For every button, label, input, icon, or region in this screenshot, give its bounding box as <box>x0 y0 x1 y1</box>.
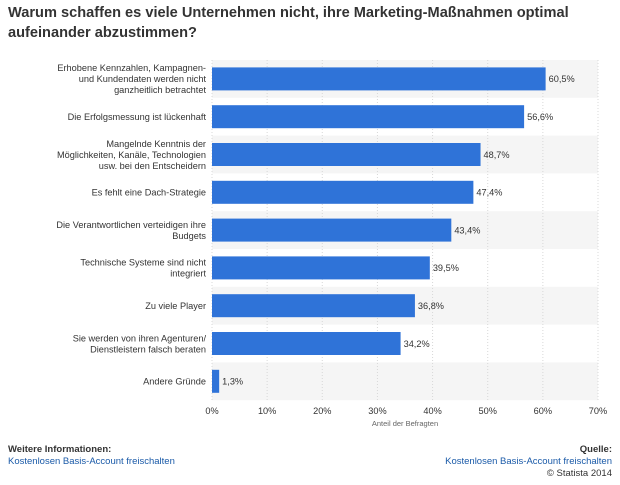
bar-chart: Erhobene Kennzahlen, Kampagnen-und Kunde… <box>56 60 607 428</box>
category-label: Mangelnde Kenntnis der Möglichkeiten, Kan… <box>57 139 206 171</box>
x-tick-label: 30% <box>368 406 386 416</box>
value-label: 39,5% <box>433 263 459 273</box>
value-label: 60,5% <box>549 74 575 84</box>
value-label: 43,4% <box>454 225 480 235</box>
x-tick-label: 20% <box>313 406 331 416</box>
x-tick-label: 60% <box>534 406 552 416</box>
category-label-line: Sie werden von ihren Agenturen/ <box>73 333 207 343</box>
category-label-line: integriert <box>170 269 206 279</box>
category-label-line: und Kundendaten werden nicht <box>79 74 207 84</box>
x-tick-label: 10% <box>258 406 276 416</box>
category-label-line: Die Verantwortlichen verteidigen ihre <box>56 220 206 230</box>
category-label: Andere Gründe <box>143 377 206 387</box>
x-axis-ticks: 0% 10% 20% 30% 40% 50% 60% 70% <box>205 406 607 416</box>
category-label-line: usw. bei den Entscheidern <box>99 161 206 171</box>
category-label-line: Budgets <box>172 231 206 241</box>
info-link[interactable]: Kostenlosen Basis-Account freischalten <box>8 456 175 467</box>
x-tick-label: 0% <box>205 406 218 416</box>
category-label-line: Es fehlt eine Dach-Strategie <box>92 188 206 198</box>
category-label-line: Die Erfolgsmessung ist lückenhaft <box>68 112 207 122</box>
bar <box>212 369 220 393</box>
category-label-line: Möglichkeiten, Kanäle, Technologien <box>57 150 206 160</box>
category-label: Zu viele Player <box>145 301 206 311</box>
bar <box>212 180 474 204</box>
bars <box>212 67 546 393</box>
copyright: © Statista 2014 <box>546 468 612 479</box>
bar <box>212 143 481 166</box>
bar <box>212 256 430 280</box>
footer-info: Weitere Informationen: Kostenlosen Basis… <box>8 444 175 468</box>
bar <box>212 332 401 355</box>
x-axis-title: Anteil der Befragten <box>372 419 438 428</box>
value-label: 34,2% <box>404 339 430 349</box>
category-label: Technische Systeme sind nicht integriert <box>80 258 206 279</box>
category-label-line: Andere Gründe <box>143 377 206 387</box>
info-heading: Weitere Informationen: <box>8 444 112 455</box>
category-label: Die Verantwortlichen verteidigen ihre Bud… <box>56 220 206 241</box>
category-label-line: Erhobene Kennzahlen, Kampagnen- <box>57 63 206 73</box>
bar <box>212 67 546 91</box>
value-labels: 60,5% 56,6% 48,7% 47,4% 43,4% 39,5% 36,8% 34,2%… <box>222 74 575 386</box>
category-labels: Erhobene Kennzahlen, Kampagnen-und Kunde… <box>56 63 206 386</box>
source-link[interactable]: Kostenlosen Basis-Account freischalten <box>445 456 612 467</box>
value-label: 48,7% <box>484 150 510 160</box>
category-label-line: Technische Systeme sind nicht <box>80 258 206 268</box>
value-label: 36,8% <box>418 301 444 311</box>
chart-title: Warum schaffen es viele Unternehmen nich… <box>8 5 569 41</box>
bar <box>212 105 525 129</box>
bar <box>212 294 415 318</box>
value-label: 47,4% <box>476 188 502 198</box>
category-label: Erhobene Kennzahlen, Kampagnen-und Kunde… <box>57 63 206 95</box>
category-label: Sie werden von ihren Agenturen/Dienstlei… <box>73 333 207 354</box>
x-tick-label: 70% <box>589 406 607 416</box>
source-heading: Quelle: <box>579 444 612 455</box>
category-label-line: Mangelnde Kenntnis der <box>106 139 206 149</box>
x-tick-label: 40% <box>423 406 441 416</box>
category-label: Die Erfolgsmessung ist lückenhaft <box>68 112 207 122</box>
category-label: Es fehlt eine Dach-Strategie <box>92 188 206 198</box>
category-label-line: Zu viele Player <box>145 301 206 311</box>
x-tick-label: 50% <box>479 406 497 416</box>
row-band <box>212 362 598 401</box>
category-label-line: ganzheitlich betrachtet <box>114 85 206 95</box>
bar <box>212 218 452 242</box>
value-label: 1,3% <box>222 377 243 387</box>
footer-source: Quelle: Kostenlosen Basis-Account freisc… <box>445 444 612 480</box>
value-label: 56,6% <box>527 112 553 122</box>
category-label-line: Dienstleistern falsch beraten <box>90 344 206 354</box>
